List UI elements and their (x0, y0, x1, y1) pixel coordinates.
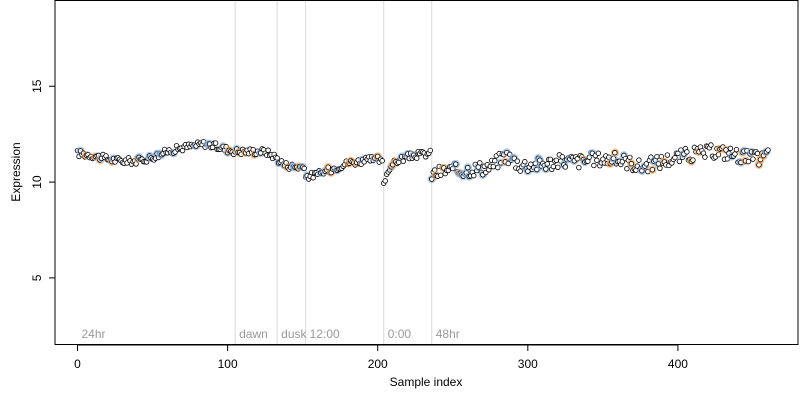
data-point (438, 172, 444, 178)
data-point (624, 166, 630, 172)
data-point (684, 149, 690, 155)
data-point (477, 160, 483, 166)
data-point (655, 161, 662, 167)
data-point (627, 154, 633, 161)
data-points (74, 139, 771, 186)
data-point (636, 157, 642, 163)
data-point (676, 158, 683, 165)
data-point (649, 166, 656, 173)
y-tick-label: 5 (30, 274, 44, 281)
plot-frame (54, 0, 799, 345)
data-point (765, 147, 771, 153)
data-point (301, 165, 307, 172)
x-tick-label: 400 (668, 357, 688, 371)
data-point (672, 154, 678, 161)
data-point (453, 161, 459, 167)
data-point (664, 152, 671, 158)
data-point (522, 159, 528, 165)
phase-label: dusk (281, 327, 307, 341)
data-point (595, 150, 602, 156)
data-point (543, 166, 549, 172)
data-point (702, 154, 708, 160)
data-point (544, 161, 551, 167)
data-point (379, 158, 385, 164)
data-point (612, 150, 618, 156)
x-tick-label: 100 (218, 357, 238, 371)
data-point (553, 157, 560, 164)
data-point (559, 154, 566, 160)
data-point (628, 161, 635, 167)
data-point (733, 146, 740, 153)
y-tick-label: 15 (30, 79, 44, 93)
data-point (550, 163, 557, 170)
data-point (750, 156, 756, 162)
data-point (414, 155, 420, 161)
data-point (576, 164, 582, 171)
data-point (492, 158, 498, 164)
data-point (732, 151, 738, 157)
phase-label: 24hr (82, 327, 106, 341)
data-point (265, 147, 271, 153)
phase-label: 48hr (436, 327, 460, 341)
data-point (658, 153, 665, 160)
data-point (400, 158, 406, 164)
data-point (547, 156, 554, 163)
phase-label: 0:00 (388, 327, 412, 341)
x-tick-label: 300 (518, 357, 538, 371)
data-point (657, 165, 663, 171)
y-axis-title: Expression (9, 142, 23, 201)
y-axis: 5 10 15 (30, 79, 56, 281)
data-point (643, 161, 650, 167)
x-tick-label: 0 (74, 357, 81, 371)
data-point (490, 163, 496, 170)
data-point (427, 147, 433, 154)
data-point (382, 178, 388, 184)
data-point (465, 164, 471, 171)
data-point (754, 150, 761, 157)
data-point (517, 168, 524, 174)
data-point (654, 153, 660, 160)
data-point (723, 147, 729, 153)
data-point (310, 175, 316, 181)
data-point (591, 162, 597, 169)
data-point (212, 140, 219, 146)
data-point (471, 173, 477, 179)
data-point (505, 160, 512, 167)
phase-label: 12:00 (310, 327, 340, 341)
data-point (555, 164, 561, 170)
data-point (325, 164, 331, 170)
data-point (745, 158, 752, 165)
phase-labels: 24hr dawn dusk 12:00 0:00 48hr (82, 327, 460, 341)
data-point (708, 142, 714, 148)
data-point (727, 145, 734, 152)
data-point (562, 164, 569, 170)
x-axis: 0 100 200 300 400 (74, 344, 688, 371)
phase-label: dawn (239, 327, 268, 341)
data-point (594, 157, 600, 163)
data-point (514, 158, 521, 164)
x-axis-title: Sample index (390, 375, 463, 389)
x-tick-label: 200 (368, 357, 388, 371)
y-tick-label: 10 (30, 175, 44, 189)
data-point (690, 157, 696, 163)
